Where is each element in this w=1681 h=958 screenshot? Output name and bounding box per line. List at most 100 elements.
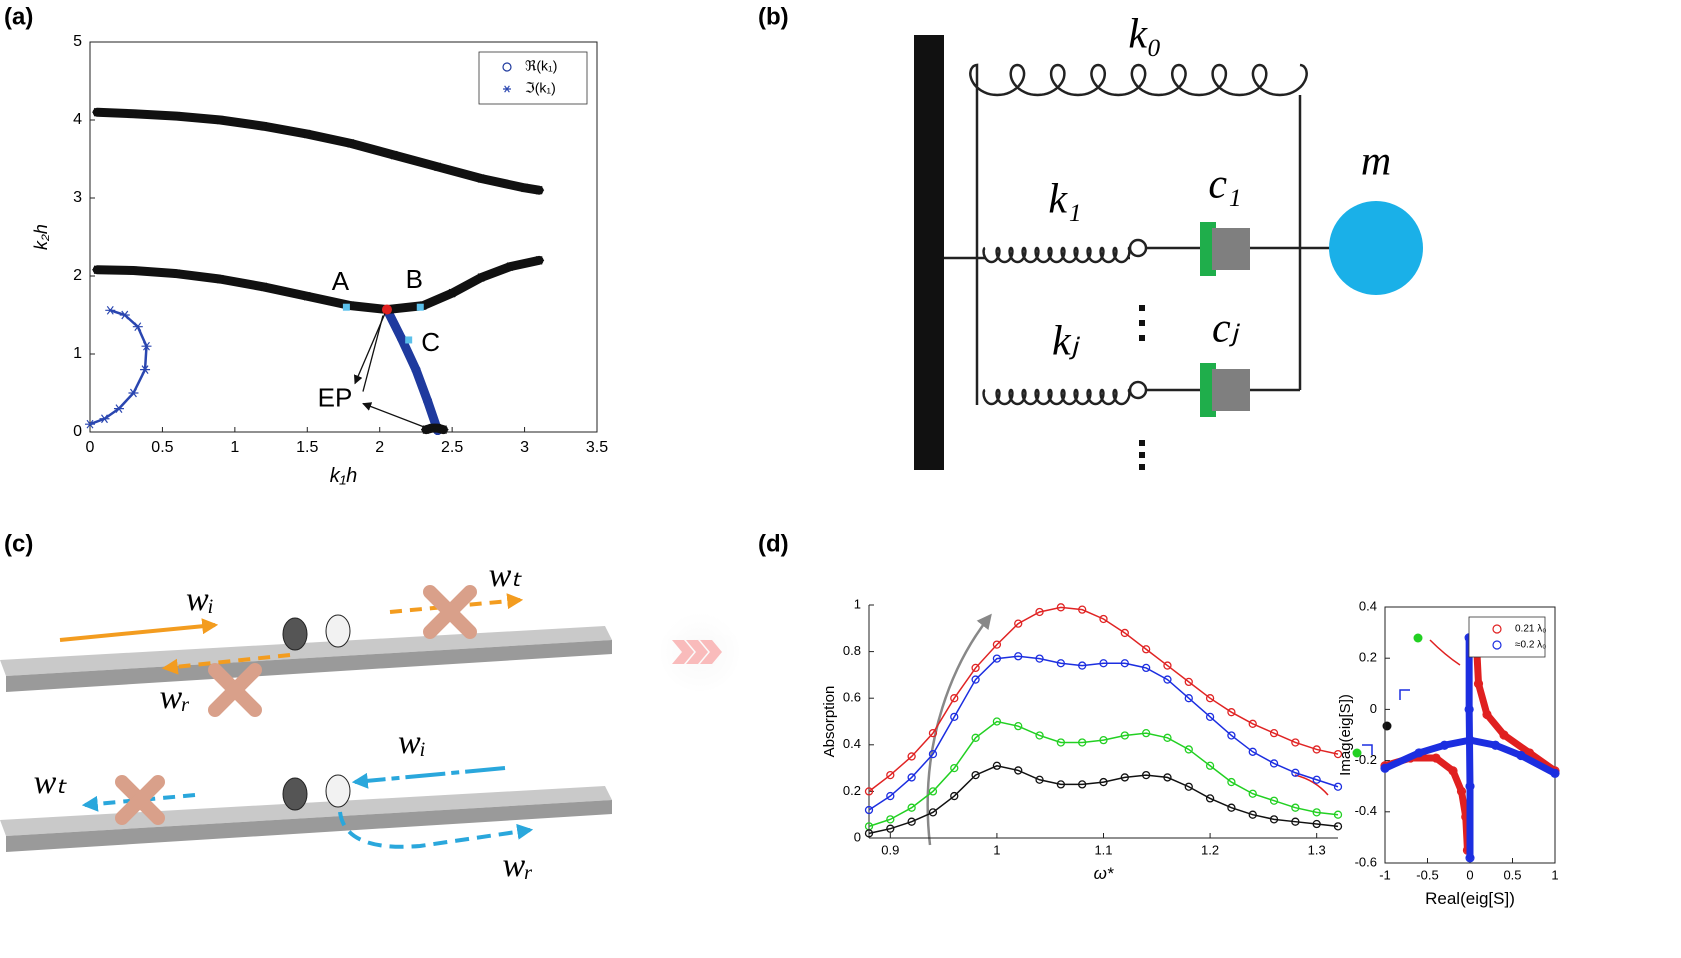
flow-arrow: [1399, 689, 1410, 700]
point: [1014, 722, 1023, 731]
point: [1099, 735, 1108, 745]
flow-arrow: [1294, 774, 1329, 796]
point: [1465, 735, 1475, 745]
point: [886, 791, 895, 801]
point: [1035, 607, 1044, 617]
point: [1227, 708, 1236, 717]
point: [1550, 768, 1560, 779]
point: [1056, 738, 1066, 747]
y-tick-label: 3: [73, 189, 82, 206]
point: [1291, 803, 1300, 812]
point: [971, 675, 980, 684]
legend-label: ℑ(k₁): [525, 80, 556, 96]
point: [1465, 781, 1475, 791]
point: [140, 365, 151, 374]
series-band: [382, 305, 443, 435]
x-tick-label: 1: [993, 842, 1000, 857]
label: wₜ: [34, 764, 68, 801]
wave-arrow: [338, 811, 534, 849]
chart: -1 -0.5 0 0.5 1 -0.6 -0.4 -0.2 0 0.2 0.4 Real(eig[S…: [1337, 598, 1560, 908]
point: [1078, 661, 1087, 670]
series-line: [868, 764, 1339, 835]
point: [476, 273, 487, 282]
panel-label: (c): [4, 530, 33, 557]
point: [381, 304, 392, 315]
point: [258, 121, 269, 131]
x-tick-label: 0.9: [881, 842, 899, 857]
point: [1184, 677, 1193, 687]
damper: [1212, 228, 1250, 270]
legend-marker: [1492, 640, 1502, 650]
point: [1456, 786, 1467, 796]
point: [1333, 782, 1343, 791]
scatterer: [325, 774, 351, 808]
point: [1269, 815, 1279, 824]
x-tick-label: 0.5: [1503, 867, 1521, 882]
annotation: B: [406, 264, 423, 294]
x-tick-label: 1: [230, 439, 239, 456]
wave-arrow: [161, 653, 291, 675]
x-tick-label: 1.3: [1308, 842, 1326, 857]
point: [992, 640, 1002, 649]
point: [1120, 628, 1129, 638]
series-line: [868, 720, 1339, 828]
y-tick-label: 0.4: [843, 736, 861, 751]
blocked: [115, 585, 477, 825]
point: [1120, 731, 1129, 740]
wall: [914, 35, 944, 470]
flow-arrow: [1429, 639, 1461, 666]
point: [1141, 663, 1151, 673]
spring: [982, 246, 1131, 264]
point: [864, 829, 874, 838]
point: [907, 752, 916, 761]
point: [113, 404, 124, 413]
point: [171, 269, 182, 279]
annotation: A: [332, 266, 350, 296]
y-tick-label: 0: [1370, 701, 1377, 716]
panel-label: (d): [758, 530, 789, 557]
point: [1248, 747, 1257, 756]
point: [128, 388, 139, 398]
point: [505, 262, 516, 271]
legend-label: ℜ(k₁): [525, 58, 557, 74]
point: [992, 717, 1002, 726]
point: [950, 712, 959, 721]
point: [342, 303, 350, 311]
y-tick-label: 0.8: [843, 643, 861, 658]
wave-arrow: [59, 618, 219, 642]
point: [1227, 777, 1236, 787]
y-tick-label: -0.6: [1355, 854, 1377, 869]
panel-label: (b): [758, 3, 789, 30]
y-tick-label: 1: [73, 345, 82, 362]
y-tick-label: 0.4: [1359, 598, 1377, 613]
point: [141, 341, 152, 351]
point: [928, 749, 938, 759]
point: [215, 274, 226, 284]
mechanical-model: [914, 35, 1423, 470]
mass: [1329, 201, 1423, 295]
legend-marker: [502, 62, 512, 72]
scatterer: [282, 617, 308, 651]
legend-marker: [1492, 624, 1502, 634]
label: kⱼ: [1052, 319, 1081, 365]
beam: [0, 626, 612, 676]
point: [1014, 652, 1023, 661]
spring: [969, 63, 1308, 97]
point: [950, 763, 959, 773]
point: [1465, 853, 1475, 863]
annotation: EP: [318, 382, 353, 412]
y-tick-label: 0.2: [843, 783, 861, 798]
y-axis-label: Absorption: [821, 686, 838, 758]
point: [1056, 780, 1066, 789]
point: [992, 654, 1002, 663]
label: k₁: [1048, 177, 1081, 223]
point: [1141, 645, 1151, 654]
plot-frame: [89, 41, 598, 433]
point: [1291, 738, 1300, 747]
point: [1333, 810, 1343, 819]
point: [92, 107, 103, 117]
point: [928, 729, 938, 738]
point: [907, 817, 916, 826]
x-tick-label: 3: [520, 439, 529, 456]
point: [422, 396, 433, 406]
